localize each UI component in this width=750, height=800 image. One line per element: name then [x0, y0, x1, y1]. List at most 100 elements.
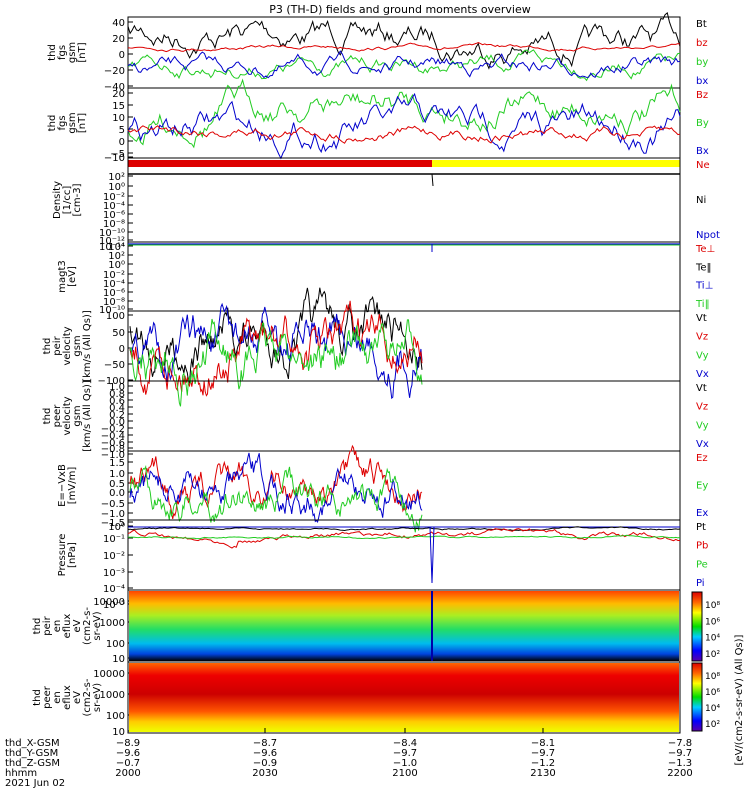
x-row-value: −9.6	[116, 748, 140, 759]
y-tick-label: 10⁻²	[103, 551, 125, 562]
y-tick-label: 15	[112, 101, 125, 112]
series-ey	[129, 465, 423, 533]
legend-vt: Vt	[696, 383, 707, 394]
y-tick-label: 40	[112, 18, 125, 29]
y-tick-label: 10⁻²	[103, 192, 125, 203]
y-axis-label: gsm	[72, 335, 83, 356]
panel-peir-velocity: 100 50 0 −50 −100 thd peir velocity gsm [km/s (Al…	[42, 287, 709, 407]
panel-frame	[127, 157, 681, 243]
legend-te‖: Te‖	[695, 262, 712, 273]
legend-vy: Vy	[696, 350, 709, 361]
y-tick-label: 100	[106, 639, 125, 650]
y-axis-label: eflux	[62, 614, 73, 639]
colorbar-tick: 10⁸	[705, 601, 720, 611]
x-row-value: 2100	[392, 768, 417, 779]
y-tick-label: 10⁻³	[103, 568, 125, 579]
legend-pb: Pb	[696, 541, 708, 552]
y-tick-label: −1.5	[101, 518, 125, 529]
y-tick-label: −10	[104, 153, 125, 164]
panel-frame	[127, 450, 681, 521]
y-tick-label: 0.0	[109, 488, 125, 499]
x-row-value: −0.9	[253, 758, 277, 769]
spectrogram-peer	[129, 663, 679, 732]
y-axis-label: eV	[72, 691, 83, 704]
y-tick-label: −5	[110, 149, 125, 160]
series-by	[127, 49, 681, 82]
density-spike	[431, 173, 434, 187]
series-bt	[127, 12, 681, 70]
y-tick-label: 10²	[108, 172, 125, 183]
y-tick-label: 20	[112, 89, 125, 100]
y-axis-label: thd	[47, 44, 58, 61]
y-tick-label: 10⁻⁴	[103, 584, 125, 595]
y-tick-label: 10⁰	[108, 522, 125, 533]
y-axis-label: eV	[72, 619, 83, 632]
panel-frame	[127, 380, 681, 452]
y-tick-label: 10⁻¹⁰	[99, 228, 125, 239]
legend-vx: Vx	[696, 439, 709, 450]
y-tick-label: 10⁰	[108, 260, 125, 271]
y-axis-label: sr-eV)	[92, 683, 103, 712]
y-axis-label: peer	[42, 685, 53, 709]
y-tick-label: 10⁻⁴	[103, 201, 125, 212]
series-pt	[127, 526, 681, 532]
y-tick-label: 10⁻⁶	[103, 210, 125, 221]
y-tick-label: 1000	[100, 618, 125, 629]
y-tick-label: 1.0	[109, 469, 125, 480]
y-tick-label: 20	[112, 34, 125, 45]
y-tick-label: −1.0	[101, 509, 125, 520]
y-axis-label: gsm	[67, 42, 78, 63]
panel-peer-velocity: 1.00.80.60.40.20.0−0.2−0.4−0.6−0.8−1.0 th…	[42, 380, 709, 461]
legend-te⊥: Te⊥	[695, 244, 715, 255]
colorbar-tick: 10⁶	[705, 617, 720, 627]
legend-by: by	[696, 57, 708, 68]
y-tick-label: 10⁻¹	[103, 534, 125, 545]
x-row-value: 2000	[115, 768, 140, 779]
series-vz	[129, 300, 423, 397]
pressure-dip	[429, 526, 435, 584]
y-axis-label: [km/s (All Qs)]	[82, 380, 93, 452]
y-axis-label: thd	[42, 338, 53, 355]
x-row-value: −1.2	[531, 758, 555, 769]
legend-vt: Vt	[696, 313, 707, 324]
y-tick-label: −100	[98, 376, 125, 387]
series-bz	[127, 41, 681, 53]
colorbar-lower	[691, 662, 703, 732]
y-tick-label: 100	[106, 311, 125, 322]
y-tick-label: 1.0	[109, 382, 125, 393]
y-tick-label: 50	[112, 328, 125, 339]
colorbar-upper	[691, 591, 703, 662]
y-axis-label: [cm-3]	[72, 183, 83, 216]
state-bar-red	[128, 160, 432, 167]
state-bar-yellow	[432, 160, 680, 167]
legend-vz: Vz	[696, 402, 708, 413]
legend-by: By	[696, 118, 709, 129]
legend-ti‖: Ti‖	[695, 299, 710, 310]
y-axis-label: [nPa]	[67, 542, 78, 568]
x-row-value: −1.3	[668, 758, 692, 769]
colorbars: 10⁸ 10⁶ 10⁴ 10² 10⁸ 10⁶ 10⁴ 10² [eV/(cm2-s-sr-eV…	[691, 591, 745, 765]
y-axis-label: magt3	[57, 260, 68, 293]
series-ex	[129, 452, 423, 523]
y-axis-label: velocity	[62, 326, 73, 365]
y-tick-label: −50	[104, 360, 125, 371]
series-vx	[129, 302, 423, 400]
y-tick-label: 0	[119, 50, 125, 61]
x-row-value: 2200	[667, 768, 692, 779]
legend-bt: Bt	[696, 19, 707, 30]
x-row-value: −0.7	[116, 758, 140, 769]
legend-ne: Ne	[696, 160, 710, 171]
legend-bx: Bx	[696, 146, 709, 157]
y-axis-label: en	[52, 620, 63, 633]
legend-npot: Npot	[696, 230, 720, 241]
legend-ex: Ex	[696, 508, 708, 519]
y-axis-label: Pressure	[57, 534, 68, 577]
series-bx	[127, 50, 681, 79]
y-tick-label: 10⁻⁴	[103, 279, 125, 290]
y-axis-label: velocity	[62, 396, 73, 435]
y-axis-label: [nT]	[77, 42, 88, 62]
y-axis-label: fgs	[57, 115, 68, 130]
